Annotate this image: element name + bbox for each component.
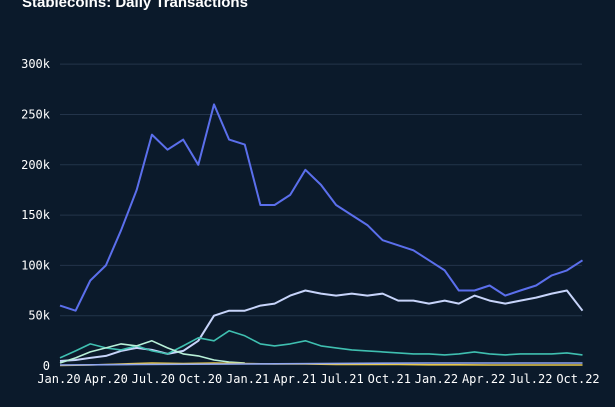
- y-tick-label: 50k: [28, 309, 50, 323]
- series-line-6: [59, 362, 583, 366]
- y-tick-label: 300k: [21, 57, 51, 71]
- y-tick-label: 100k: [21, 258, 51, 272]
- series-lines: [59, 103, 584, 367]
- y-tick-label: 200k: [21, 158, 51, 172]
- chart-title: Stablecoins: Daily Transactions: [22, 0, 248, 11]
- y-tick-label: 150k: [21, 208, 51, 222]
- grid-lines: [60, 63, 582, 317]
- x-tick-label: Jan.21: [226, 372, 269, 386]
- y-tick-label: 250k: [21, 107, 51, 121]
- series-line-1: [59, 103, 584, 312]
- x-tick-label: Jul.22: [509, 372, 552, 386]
- series-line-4: [59, 339, 245, 364]
- x-tick-label: Oct.20: [179, 372, 222, 386]
- x-tick-label: Oct.22: [556, 372, 599, 386]
- x-tick-label: Jan.20: [37, 372, 80, 386]
- x-tick-label: Oct.21: [368, 372, 411, 386]
- x-tick-label: Jan.22: [415, 372, 458, 386]
- x-tick-label: Apr.22: [462, 372, 505, 386]
- series-line-3: [59, 329, 583, 359]
- y-tick-label: 0: [43, 359, 50, 373]
- y-axis-ticks: 0 50k 100k 150k 200k 250k 300k: [21, 57, 51, 373]
- x-axis-ticks: Jan.20 Apr.20 Jul.20 Oct.20 Jan.21 Apr.21 Jul.…: [37, 372, 599, 386]
- series-line-2: [59, 289, 584, 362]
- x-tick-label: Jul.20: [132, 372, 175, 386]
- x-tick-label: Jul.21: [320, 372, 363, 386]
- x-tick-label: Apr.21: [273, 372, 316, 386]
- x-tick-label: Apr.20: [85, 372, 128, 386]
